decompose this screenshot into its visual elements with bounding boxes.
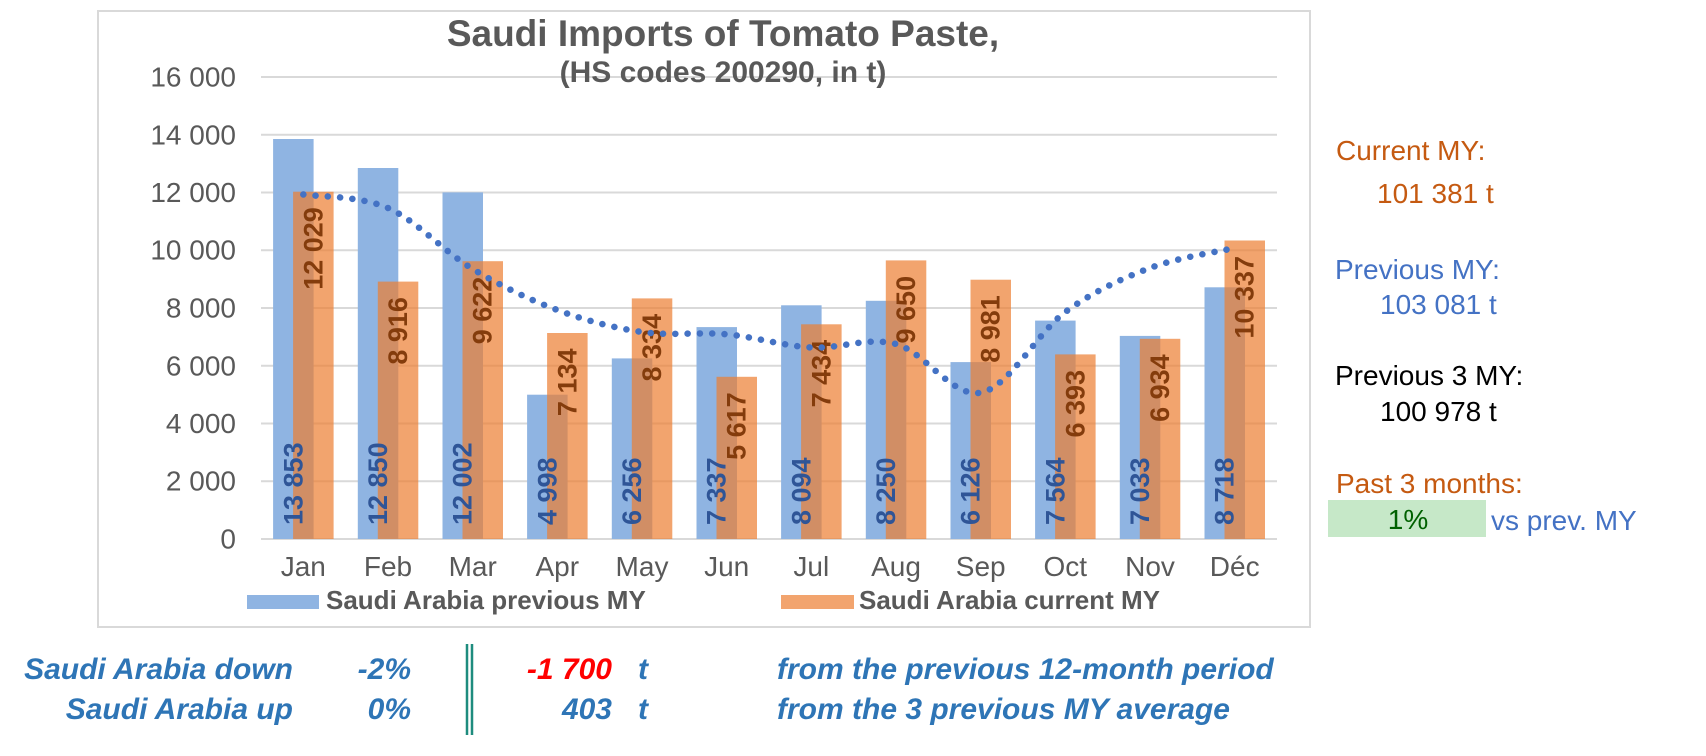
svg-text:4 998: 4 998: [532, 457, 562, 525]
svg-text:Nov: Nov: [1125, 551, 1175, 582]
svg-text:100 978 t: 100 978 t: [1380, 396, 1497, 427]
svg-text:8 094: 8 094: [786, 457, 816, 525]
svg-text:6 000: 6 000: [166, 350, 236, 381]
svg-text:7 134: 7 134: [552, 349, 582, 417]
svg-text:8 718: 8 718: [1210, 457, 1240, 525]
svg-text:7 564: 7 564: [1040, 457, 1070, 525]
svg-text:Saudi Arabia previous MY: Saudi Arabia previous MY: [326, 585, 646, 615]
svg-text:May: May: [616, 551, 669, 582]
svg-text:8 334: 8 334: [637, 314, 667, 382]
svg-text:0: 0: [220, 524, 236, 555]
svg-text:10 337: 10 337: [1230, 256, 1260, 339]
svg-text:Saudi Arabia up: Saudi Arabia up: [66, 693, 293, 726]
svg-text:Feb: Feb: [364, 551, 412, 582]
svg-text:7 337: 7 337: [702, 457, 732, 525]
svg-text:13 853: 13 853: [278, 442, 308, 525]
svg-text:Past 3 months:: Past 3 months:: [1336, 468, 1523, 499]
svg-text:Déc: Déc: [1210, 551, 1260, 582]
svg-text:Previous MY:: Previous MY:: [1335, 254, 1500, 285]
svg-text:14 000: 14 000: [150, 119, 236, 150]
svg-text:Current MY:: Current MY:: [1336, 135, 1485, 166]
svg-text:4 000: 4 000: [166, 408, 236, 439]
svg-text:8 916: 8 916: [383, 297, 413, 365]
svg-text:Jan: Jan: [281, 551, 326, 582]
svg-text:101 381 t: 101 381 t: [1377, 178, 1494, 209]
svg-text:from the previous 12-month per: from the previous 12-month period: [777, 653, 1274, 686]
svg-text:9 622: 9 622: [468, 277, 498, 345]
svg-text:16 000: 16 000: [150, 62, 236, 93]
svg-text:t: t: [638, 693, 650, 726]
svg-text:6 393: 6 393: [1060, 370, 1090, 438]
svg-text:Mar: Mar: [449, 551, 497, 582]
svg-text:vs prev. MY: vs prev. MY: [1491, 505, 1637, 536]
svg-text:(HS codes 200290, in t): (HS codes 200290, in t): [560, 56, 887, 89]
svg-text:-1 700: -1 700: [527, 653, 612, 686]
svg-text:10 000: 10 000: [150, 235, 236, 266]
svg-text:Saudi Arabia current MY: Saudi Arabia current MY: [859, 585, 1160, 615]
svg-text:8 000: 8 000: [166, 293, 236, 324]
svg-text:Jun: Jun: [704, 551, 749, 582]
svg-text:12 029: 12 029: [298, 207, 328, 290]
svg-text:Previous 3 MY:: Previous 3 MY:: [1335, 360, 1523, 391]
svg-text:6 256: 6 256: [617, 457, 647, 525]
svg-text:6 934: 6 934: [1145, 354, 1175, 422]
svg-text:Apr: Apr: [536, 551, 580, 582]
svg-text:403: 403: [561, 693, 612, 726]
svg-text:2 000: 2 000: [166, 466, 236, 497]
svg-text:9 650: 9 650: [891, 276, 921, 344]
svg-text:12 002: 12 002: [448, 442, 478, 525]
svg-text:0%: 0%: [368, 693, 411, 726]
svg-text:12 850: 12 850: [363, 442, 393, 525]
svg-text:Saudi Imports of Tomato Paste,: Saudi Imports of Tomato Paste,: [447, 13, 999, 54]
svg-text:6 126: 6 126: [956, 457, 986, 525]
svg-text:Aug: Aug: [871, 551, 921, 582]
svg-text:8 250: 8 250: [871, 457, 901, 525]
svg-text:7 033: 7 033: [1125, 457, 1155, 525]
svg-text:Saudi Arabia down: Saudi Arabia down: [24, 653, 293, 686]
svg-text:8 981: 8 981: [976, 295, 1006, 363]
svg-text:Sep: Sep: [956, 551, 1006, 582]
svg-text:from the 3 previous MY average: from the 3 previous MY average: [777, 693, 1230, 726]
svg-text:103 081 t: 103 081 t: [1380, 289, 1497, 320]
svg-text:Oct: Oct: [1044, 551, 1088, 582]
svg-text:-2%: -2%: [358, 653, 411, 686]
svg-text:1%: 1%: [1388, 504, 1428, 535]
svg-text:t: t: [638, 653, 650, 686]
svg-text:Jul: Jul: [793, 551, 829, 582]
svg-text:5 617: 5 617: [722, 392, 752, 460]
svg-text:7 434: 7 434: [806, 340, 836, 408]
svg-text:12 000: 12 000: [150, 177, 236, 208]
